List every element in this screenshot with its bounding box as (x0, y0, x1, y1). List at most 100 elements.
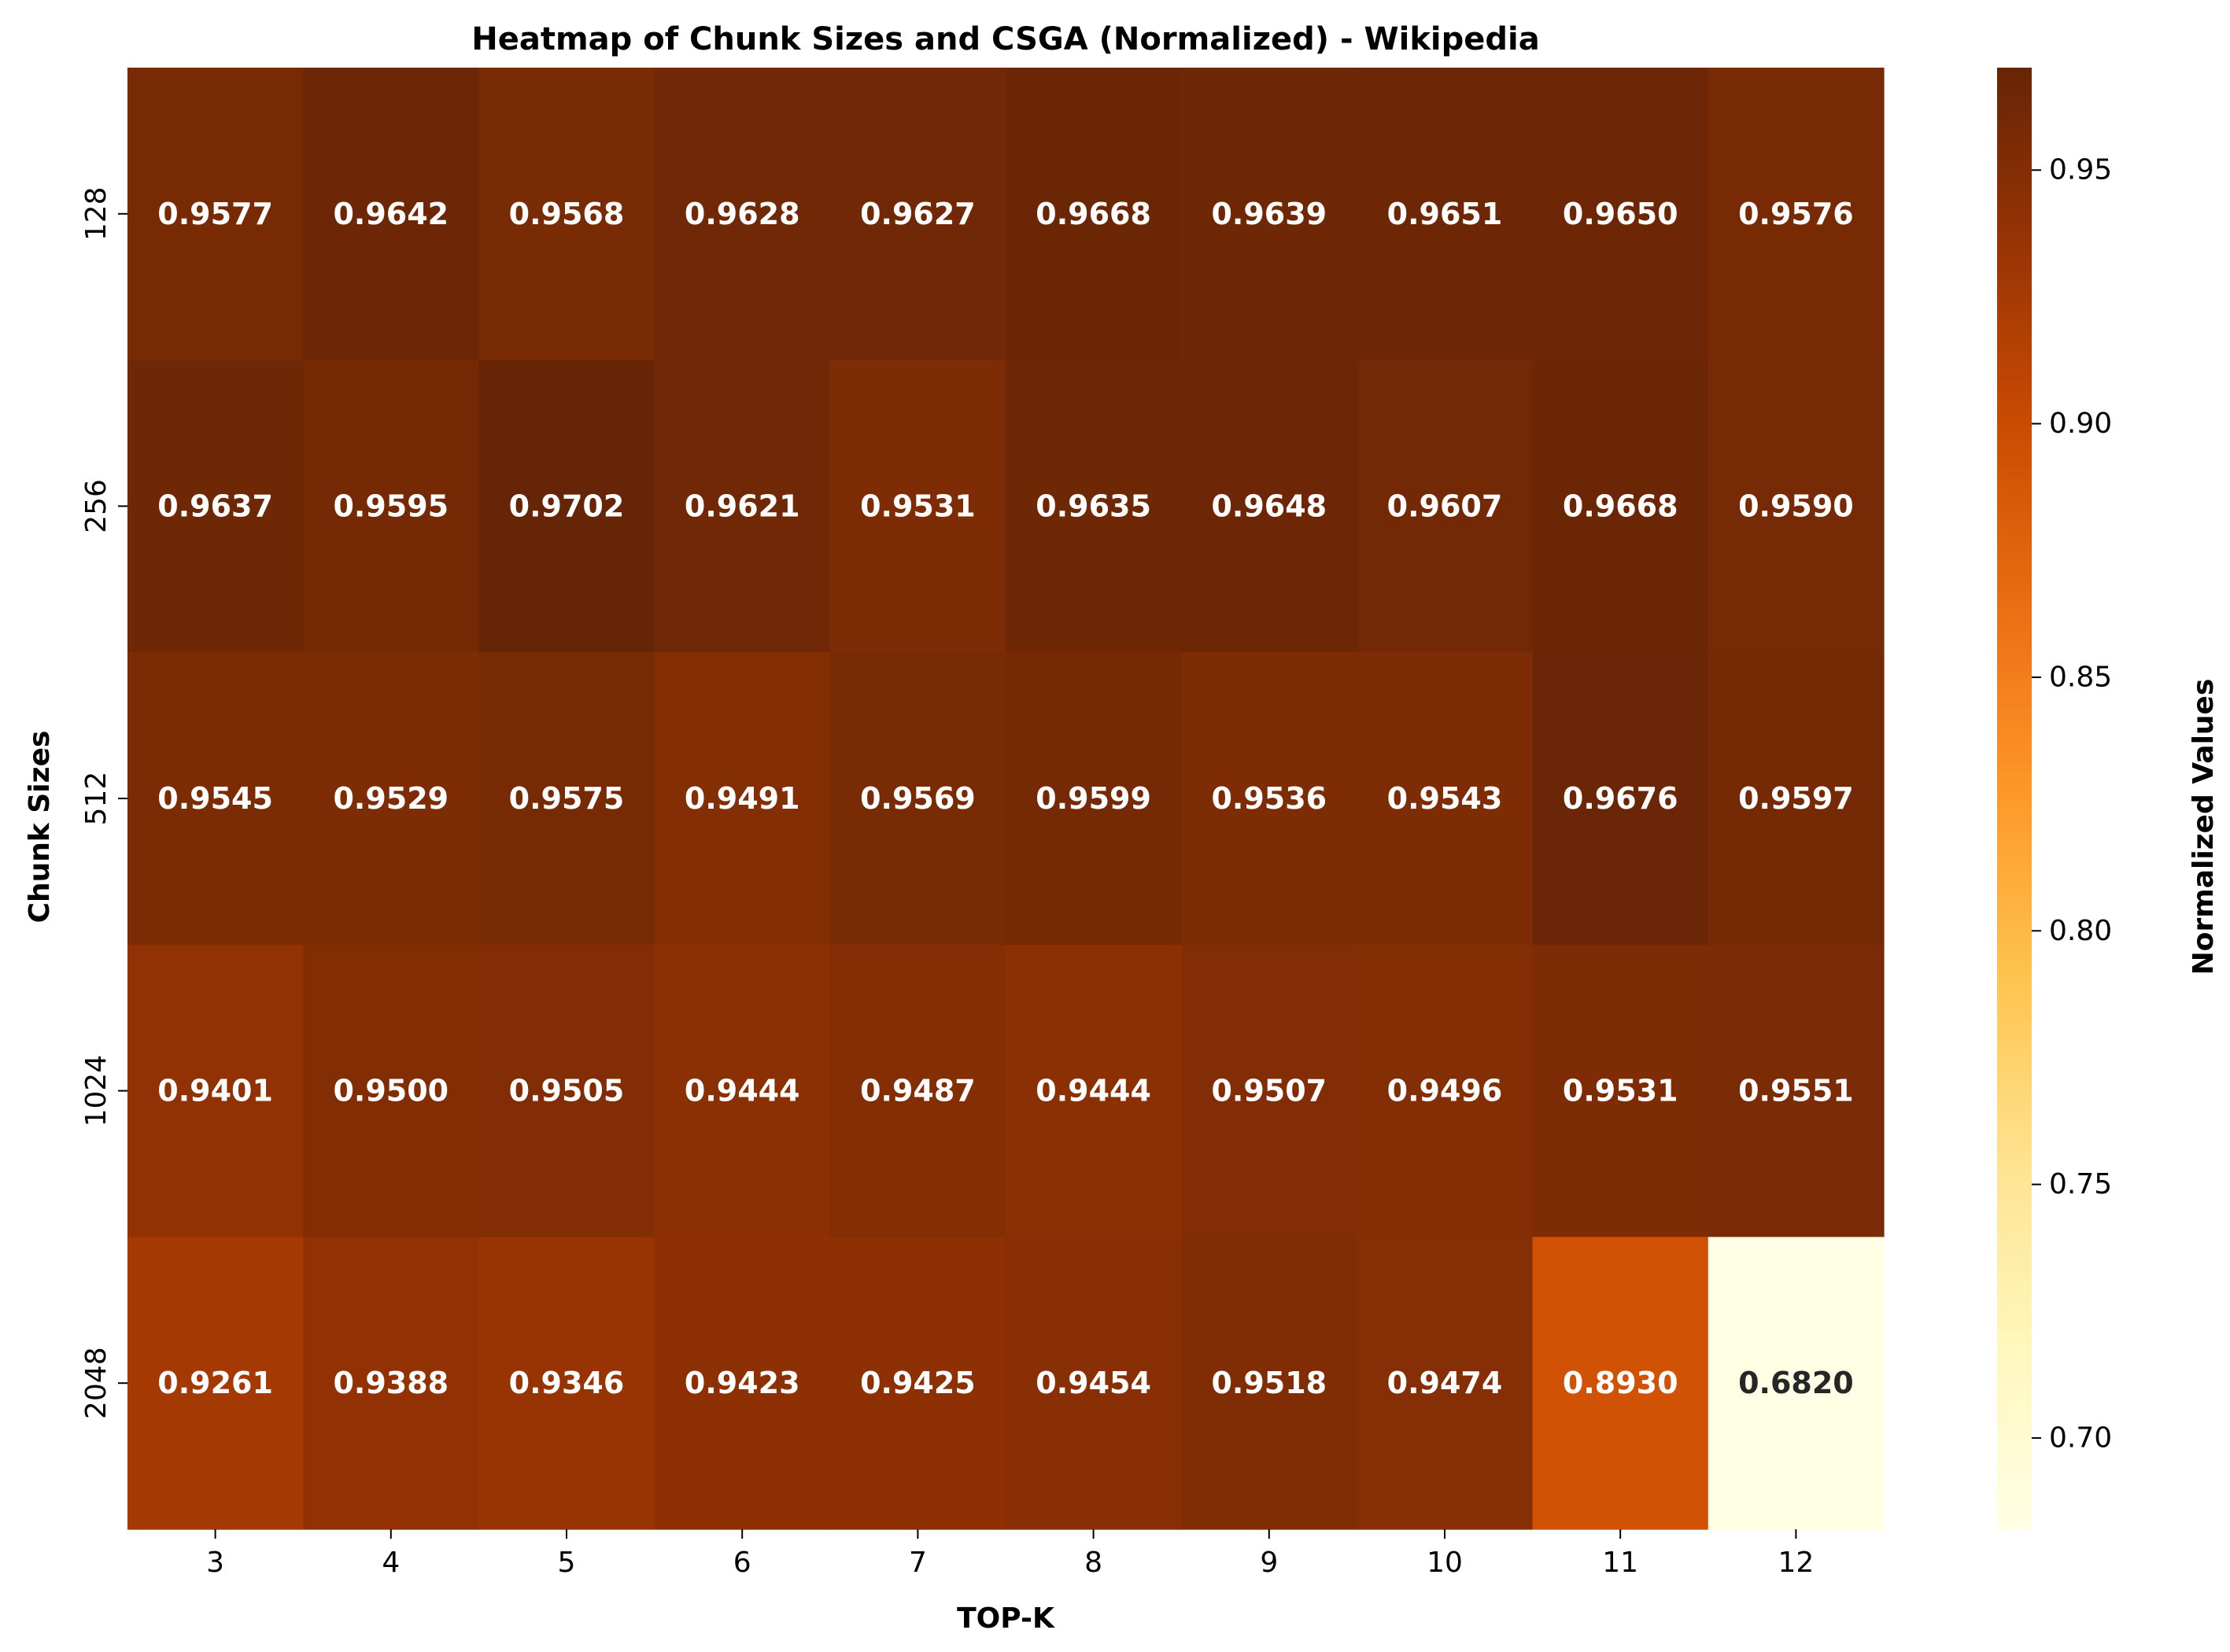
x-tick-label: 3 (206, 1547, 224, 1579)
cell-value-label: 0.9444 (685, 1074, 800, 1108)
heatmap-cell (654, 68, 831, 361)
y-tick-label: 2048 (80, 1347, 113, 1419)
heatmap-cell (1708, 68, 1885, 361)
heatmap-cell (1532, 360, 1709, 653)
cell-value-label: 0.9577 (157, 197, 273, 231)
colorbar-tick-label: 0.75 (2049, 1168, 2112, 1200)
colorbar-tick-label: 0.95 (2049, 154, 2112, 186)
heatmap-cell (1006, 360, 1182, 653)
y-tick-label: 128 (80, 186, 113, 241)
x-axis-label: TOP-K (957, 1602, 1055, 1635)
x-tick-label: 8 (1084, 1547, 1102, 1579)
cell-value-label: 0.9627 (860, 197, 976, 231)
cell-value-label: 0.9518 (1211, 1366, 1327, 1400)
heatmap-cell (303, 360, 479, 653)
heatmap-cell (1181, 944, 1357, 1237)
y-tick-label: 1024 (80, 1055, 113, 1127)
heatmap-cells (127, 68, 1885, 1530)
cell-value-label: 0.9702 (509, 489, 625, 523)
heatmap-cell (1006, 68, 1182, 361)
heatmap-cell (1532, 1237, 1709, 1530)
cell-value-label: 0.9507 (1211, 1074, 1327, 1108)
heatmap-cell (127, 1237, 304, 1530)
cell-value-label: 0.9531 (1563, 1074, 1678, 1108)
cell-value-label: 0.9668 (1036, 197, 1151, 231)
cell-value-label: 0.9261 (157, 1366, 273, 1400)
cell-value-label: 0.9628 (685, 197, 800, 231)
heatmap-cell (303, 652, 479, 946)
heatmap-cell (1006, 652, 1182, 946)
heatmap-cell (1708, 652, 1885, 946)
heatmap-cell (303, 944, 479, 1237)
heatmap-cell (829, 360, 1006, 653)
heatmap-cell-labels: 0.9577 0.9642 0.9568 0.9628 0.9627 0.9668 0.96… (157, 197, 1853, 1400)
colorbar-tick-label: 0.85 (2049, 661, 2112, 693)
heatmap-cell (1357, 944, 1534, 1237)
cell-value-label: 0.9668 (1563, 489, 1678, 523)
y-axis: 128 256 512 1024 2048 (80, 186, 127, 1419)
cell-value-label: 0.9500 (333, 1074, 449, 1108)
cell-value-label: 0.9543 (1387, 781, 1503, 816)
cell-value-label: 0.9595 (333, 489, 449, 523)
cell-value-label: 0.9529 (333, 781, 449, 816)
x-tick-label: 12 (1778, 1547, 1814, 1579)
colorbar-label: Normalized Values (2188, 679, 2220, 975)
heatmap-cell (1532, 68, 1709, 361)
heatmap-cell (654, 1237, 831, 1530)
colorbar-tick-label: 0.80 (2049, 915, 2112, 947)
heatmap-cell (127, 944, 304, 1237)
x-tick-label: 7 (909, 1547, 927, 1579)
cell-value-label: 0.9650 (1563, 197, 1678, 231)
cell-value-label: 0.9590 (1738, 489, 1854, 523)
cell-value-label: 0.9568 (509, 197, 625, 231)
cell-value-label: 0.9648 (1211, 489, 1327, 523)
heatmap-cell (654, 652, 831, 946)
cell-value-label: 0.9551 (1738, 1074, 1854, 1108)
cell-value-label: 0.9637 (157, 489, 273, 523)
heatmap-cell (1181, 652, 1357, 946)
cell-value-label: 0.9505 (509, 1074, 625, 1108)
heatmap-cell (1181, 360, 1357, 653)
heatmap-cell (478, 360, 655, 653)
cell-value-label: 0.9607 (1387, 489, 1503, 523)
x-tick-label: 11 (1602, 1547, 1638, 1579)
cell-value-label: 0.9642 (333, 197, 449, 231)
cell-value-label: 0.9496 (1387, 1074, 1503, 1108)
cell-value-label: 0.9597 (1738, 781, 1854, 816)
cell-value-label: 0.9531 (860, 489, 976, 523)
x-tick-label: 5 (558, 1547, 576, 1579)
heatmap-cell (829, 652, 1006, 946)
heatmap-cell (829, 68, 1006, 361)
heatmap-cell (1006, 944, 1182, 1237)
heatmap-cell (1006, 1237, 1182, 1530)
heatmap-cell (829, 944, 1006, 1237)
x-axis: 3 4 5 6 7 8 9 10 11 12 (206, 1529, 1814, 1579)
y-axis-label: Chunk Sizes (24, 731, 56, 924)
heatmap-cell (1357, 1237, 1534, 1530)
y-tick-label: 512 (80, 772, 113, 826)
heatmap-cell (1181, 68, 1357, 361)
cell-value-label: 0.9444 (1036, 1074, 1151, 1108)
heatmap-cell (1532, 944, 1709, 1237)
cell-value-label: 0.9346 (509, 1366, 625, 1400)
colorbar: 0.70 0.75 0.80 0.85 0.90 0.95 (1997, 68, 2112, 1529)
heatmap-cell (478, 652, 655, 946)
heatmap-cell (654, 944, 831, 1237)
heatmap-cell (1708, 360, 1885, 653)
heatmap-cell (1357, 360, 1534, 653)
cell-value-label: 0.9454 (1036, 1366, 1151, 1400)
heatmap-cell (1708, 944, 1885, 1237)
cell-value-label: 0.9536 (1211, 781, 1327, 816)
cell-value-label: 0.9425 (860, 1366, 976, 1400)
x-tick-label: 10 (1427, 1547, 1463, 1579)
cell-value-label: 0.9576 (1738, 197, 1854, 231)
heatmap-cell (478, 1237, 655, 1530)
heatmap-cell (127, 360, 304, 653)
heatmap-cell (303, 1237, 479, 1530)
x-tick-label: 6 (733, 1547, 751, 1579)
colorbar-tick-label: 0.90 (2049, 407, 2112, 440)
cell-value-label: 0.9639 (1211, 197, 1327, 231)
heatmap-cell (829, 1237, 1006, 1530)
